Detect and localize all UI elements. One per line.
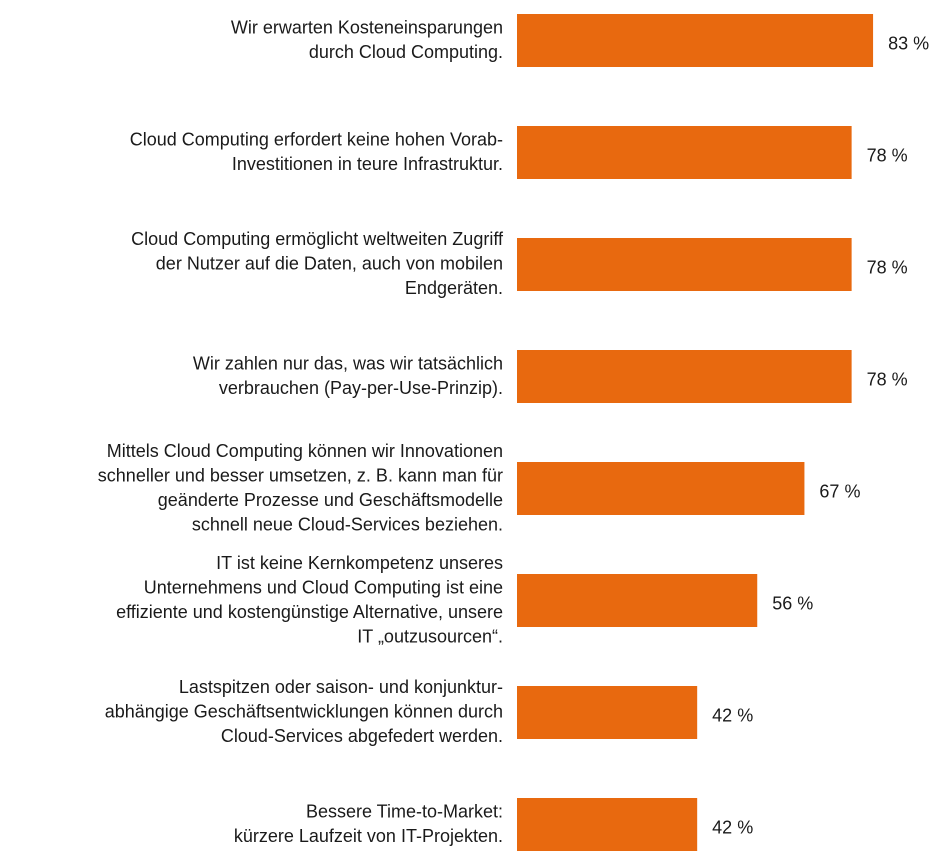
- value-label: 83 %: [888, 33, 929, 53]
- bar: [517, 798, 698, 851]
- category-label: IT ist keine Kernkompetenz unseres Untern…: [116, 553, 503, 647]
- bar: [517, 574, 758, 627]
- category-label: Lastspitzen oder saison- und konjunktur-…: [105, 677, 503, 746]
- category-label: Cloud Computing erfordert keine hohen Vo…: [130, 129, 503, 174]
- bar: [517, 686, 698, 739]
- bar: [517, 350, 852, 403]
- value-label: 67 %: [819, 481, 860, 501]
- value-label: 78 %: [867, 369, 908, 389]
- value-label: 56 %: [772, 593, 813, 613]
- bar: [517, 126, 852, 179]
- category-label: Bessere Time-to-Market: kürzere Laufzeit …: [234, 801, 503, 846]
- category-label: Wir zahlen nur das, was wir tatsächlich v…: [193, 353, 503, 398]
- category-label: Mittels Cloud Computing können wir Innov…: [98, 441, 503, 535]
- bar: [517, 462, 805, 515]
- value-label: 42 %: [712, 817, 753, 837]
- value-label: 78 %: [867, 145, 908, 165]
- category-label: Cloud Computing ermöglicht weltweiten Zu…: [131, 229, 504, 298]
- value-label: 78 %: [867, 257, 908, 277]
- bar: [517, 14, 874, 67]
- value-label: 42 %: [712, 705, 753, 725]
- bar: [517, 238, 852, 291]
- category-label: Wir erwarten Kosteneinsparungen durch Clo…: [231, 17, 503, 62]
